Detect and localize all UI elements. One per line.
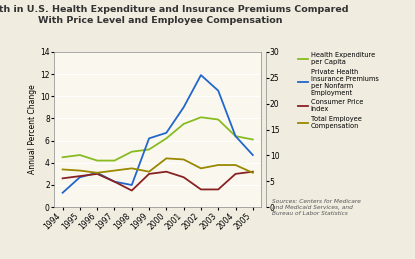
Y-axis label: Annual Percent Change: Annual Percent Change [28,85,37,174]
Text: Sources: Centers for Medicare
and Medicaid Services, and
Bureau of Labor Statist: Sources: Centers for Medicare and Medica… [272,199,361,216]
Legend: Health Expenditure
per Capita, Private Health
Insurance Premiums
per Nonfarm
Emp: Health Expenditure per Capita, Private H… [298,52,378,129]
Text: Growth in U.S. Health Expenditure and Insurance Premiums Compared
With Price Lev: Growth in U.S. Health Expenditure and In… [0,5,349,25]
